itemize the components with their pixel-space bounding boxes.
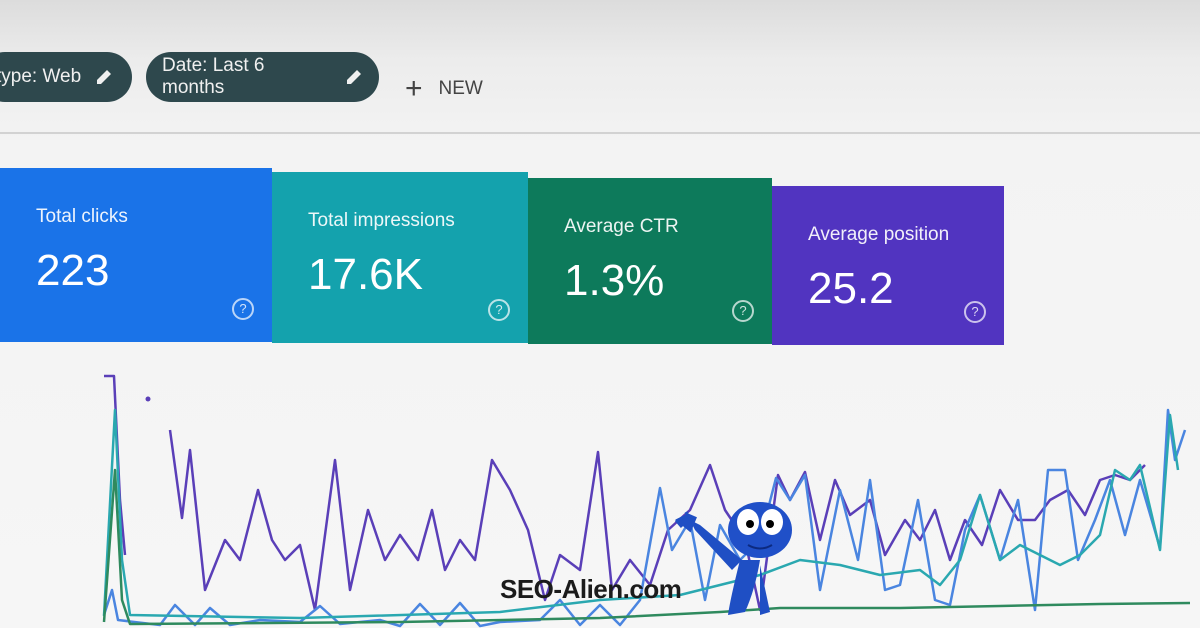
edit-icon xyxy=(347,70,362,84)
metric-card[interactable]: Average position 25.2 ? xyxy=(772,186,1004,345)
metric-card[interactable]: Total impressions 17.6K ? xyxy=(272,172,528,343)
position-line xyxy=(104,374,127,556)
metric-label: Total impressions xyxy=(308,210,455,231)
metric-value: 223 xyxy=(36,246,110,295)
metric-label: Average position xyxy=(808,224,950,245)
impressions-line xyxy=(102,468,1191,626)
alien-mascot xyxy=(674,502,792,615)
metric-label: Total clicks xyxy=(36,206,128,227)
clicks-line xyxy=(102,408,1187,628)
new-button[interactable]: + NEW xyxy=(405,72,483,105)
metric-value: 17.6K xyxy=(308,250,423,299)
help-icon[interactable]: ? xyxy=(732,300,754,322)
help-icon[interactable]: ? xyxy=(964,301,986,323)
filter-chip[interactable]: type: Web xyxy=(0,52,132,102)
watermark: SEO-Alien.com xyxy=(500,574,682,604)
metric-value: 25.2 xyxy=(808,264,894,313)
divider xyxy=(0,132,1200,134)
chip-label: Date: Last 6 months xyxy=(162,55,265,98)
new-label: NEW xyxy=(438,78,483,99)
help-icon[interactable]: ? xyxy=(232,298,254,320)
ctr-line xyxy=(102,408,1180,620)
chip-label: type: Web xyxy=(0,66,82,87)
filter-chip[interactable]: Date: Last 6 months xyxy=(146,52,379,102)
metric-card[interactable]: Average CTR 1.3% ? xyxy=(528,178,772,344)
data-dot xyxy=(145,396,151,402)
metric-value: 1.3% xyxy=(564,256,665,305)
metric-card[interactable]: Total clicks 223 ? xyxy=(0,168,272,342)
help-icon[interactable]: ? xyxy=(488,299,510,321)
edit-icon xyxy=(97,70,112,84)
metric-label: Average CTR xyxy=(564,216,679,237)
